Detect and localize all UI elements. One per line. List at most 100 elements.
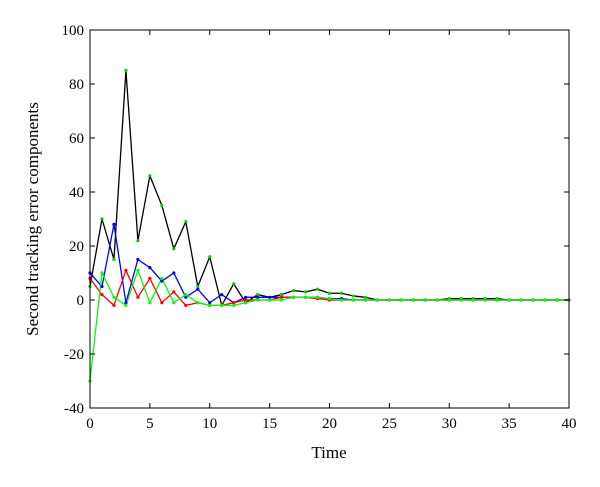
series-3-point — [112, 303, 116, 307]
series-1-point — [196, 284, 200, 289]
series-1-point — [363, 295, 368, 299]
series-4-point — [315, 295, 320, 299]
series-1-point — [339, 291, 344, 295]
series-1-point — [124, 68, 128, 73]
series-4-point — [124, 303, 128, 307]
x-tick-label: 40 — [562, 416, 577, 432]
series-1-point — [256, 293, 260, 297]
y-axis-label: Second tracking error components — [23, 102, 42, 336]
x-tick-label: 25 — [382, 416, 397, 432]
series-2-point — [196, 287, 200, 291]
y-tick-label: 0 — [77, 293, 85, 309]
x-tick-label: 35 — [502, 416, 517, 432]
series-4-point — [280, 298, 284, 302]
series-2-point — [220, 293, 224, 297]
series-1-point — [315, 287, 320, 291]
series-1-point — [160, 203, 164, 208]
series-4-point — [435, 298, 439, 302]
series-1-point — [351, 294, 356, 298]
series-4-point — [291, 295, 296, 299]
series-4-point — [160, 276, 164, 280]
series-4-point — [375, 298, 379, 302]
ticks-layer: 0 5 10 15 20 25 30 35 40 -40 -20 0 20 40 60 80 100 — [62, 23, 577, 432]
series-4-point — [136, 268, 140, 272]
y-tick-label: -40 — [64, 401, 84, 417]
y-tick-label: -20 — [64, 347, 84, 363]
series-2-point — [112, 222, 116, 226]
series-3-point — [148, 276, 152, 280]
series-3-point — [280, 295, 284, 299]
series-4-point — [220, 303, 224, 307]
series-2-point — [148, 266, 152, 270]
series-2-point — [208, 301, 212, 305]
series-4-point — [459, 298, 463, 302]
series-2-point — [172, 271, 176, 275]
series-4-point — [543, 298, 547, 302]
x-tick-label: 5 — [146, 416, 154, 432]
series-4-point — [423, 298, 427, 302]
series-1-point — [280, 293, 284, 297]
series-1-point — [184, 220, 188, 224]
series-4-point — [232, 303, 236, 307]
series-2-point — [136, 257, 140, 262]
series-4-point — [447, 298, 451, 302]
series-2-point — [184, 295, 188, 299]
y-tick-label: 40 — [69, 185, 84, 201]
series-4-point — [483, 298, 487, 302]
series-4-point — [208, 303, 212, 307]
y-tick-label: 80 — [69, 77, 84, 93]
series-1-point — [100, 217, 104, 221]
series-1-point — [303, 290, 308, 294]
series-1-point — [291, 288, 296, 293]
series-4-point — [244, 301, 248, 305]
series-4-point — [507, 298, 511, 302]
x-tick-label: 15 — [262, 416, 277, 432]
series-4-point — [519, 298, 523, 302]
series-3-point — [184, 303, 188, 307]
series-4-point — [184, 293, 188, 297]
series-3-point — [136, 295, 140, 299]
series-4-point — [339, 298, 344, 302]
series-3-point — [244, 298, 248, 302]
series-4-point — [172, 301, 176, 305]
series-4-point — [471, 298, 475, 302]
series-4-point — [387, 298, 391, 302]
series-4-point — [327, 297, 332, 301]
series-3-point — [232, 301, 236, 305]
series-4-point — [268, 298, 272, 302]
series-1-point — [232, 282, 236, 286]
series-4-point — [411, 298, 415, 302]
series-4-point — [351, 298, 356, 302]
y-tick-label: 60 — [69, 131, 84, 147]
y-tick-label: 20 — [69, 239, 84, 255]
series-4-point — [495, 298, 499, 302]
x-tick-label: 30 — [442, 416, 457, 432]
series-3-point — [172, 290, 176, 294]
series-4-point — [531, 298, 535, 302]
series-1-point — [148, 174, 152, 178]
series-2-point — [100, 284, 104, 289]
plot-background — [90, 30, 569, 408]
series-4-point — [112, 295, 116, 299]
series-2-point — [160, 279, 164, 283]
series-1-point — [208, 255, 212, 259]
series-4-point — [399, 298, 403, 302]
series-4-point — [256, 298, 260, 302]
series-2-point — [256, 295, 260, 299]
series-2-point — [268, 295, 272, 299]
series-4-point — [555, 298, 559, 302]
series-1-point — [327, 291, 332, 295]
series-3-point — [100, 293, 104, 297]
x-tick-label: 0 — [86, 416, 94, 432]
series-2-point — [124, 301, 128, 305]
series-4-point — [303, 295, 308, 299]
series-layer — [88, 68, 571, 383]
y-tick-label: 100 — [62, 23, 85, 39]
series-2-point — [244, 295, 248, 299]
series-3-point — [160, 301, 164, 305]
series-3-point — [124, 268, 128, 272]
x-tick-label: 20 — [322, 416, 337, 432]
x-axis-label: Time — [311, 443, 346, 462]
series-1-point — [112, 257, 116, 262]
series-4-point — [196, 301, 200, 305]
